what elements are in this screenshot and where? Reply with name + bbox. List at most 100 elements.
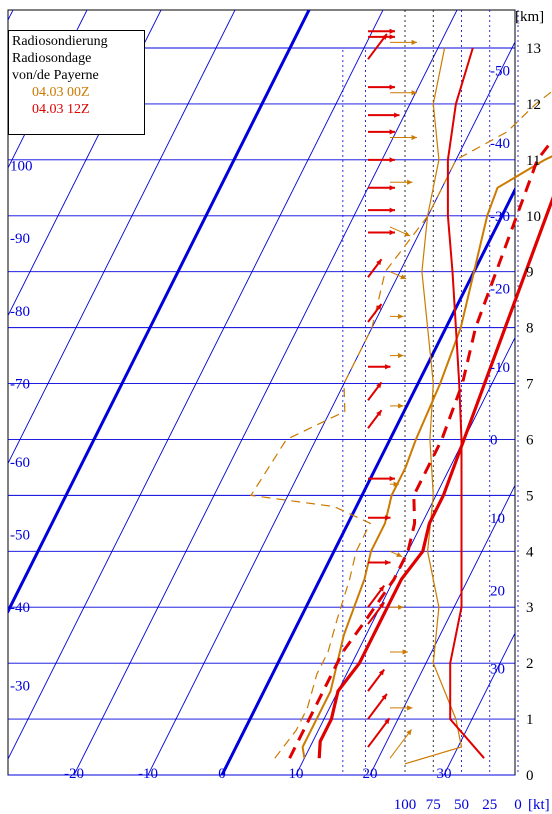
wind-barb-00z-head [398,403,404,409]
wind-barb-12z-head [394,112,400,118]
wind-barb-12z-head [385,559,391,566]
isotherm-label-left: -40 [10,600,30,616]
wind-speed-tick-label: 0 [514,797,522,813]
wind-barb-12z-head [385,515,391,521]
isotherm-line [8,10,236,465]
temperature-line-12z [317,195,552,759]
wind-speed-tick-label: 25 [482,797,497,813]
wind-barb-00z-head [400,274,407,280]
height-tick-label: 6 [526,432,534,448]
wind-barb-12z-head [378,669,385,676]
wind-barb-00z-head [396,552,403,557]
isotherm-label-left: -50 [10,528,30,544]
wind-barb-00z-head [411,134,417,141]
wind-barb-12z-head [378,585,385,592]
wind-barb-12z-head [389,207,395,213]
height-tick-label: 1 [526,712,534,728]
wind-barb-00z-head [398,352,404,359]
legend: Radiosondierung Radiosondage von/de Paye… [8,30,145,135]
legend-title-line-1: Radiosondierung [12,34,108,49]
height-tick-label: 5 [526,488,534,504]
wind-barb-12z [367,717,391,748]
isotherm-line [443,632,515,775]
wind-speed-line-00z [404,47,463,765]
isotherm-label-right: 0 [490,432,498,448]
wind-speed-tick-label: 50 [454,797,469,813]
wind-barb-12z-head [389,84,395,90]
isotherm-label-right: -20 [490,281,510,297]
isotherm-line [73,10,458,775]
height-tick-label: 12 [526,97,541,113]
legend-item-12z: 04.03 12Z [32,102,90,117]
dewpoint-line-12z [288,138,552,759]
temperature-tick-label: 0 [218,766,226,782]
wind-barb-12z-head [389,34,395,40]
temperature-tick-label: 30 [437,766,452,782]
isotherm-label-left: -30 [10,679,30,695]
wind-barb-00z-head [406,729,412,736]
wind-speed-line-12z [446,47,485,759]
dewpoint-line-00z [249,90,552,759]
wind-barb-12z-head [389,28,395,34]
isotherm-line [369,484,515,775]
wind-speed-gridlines [342,10,519,775]
height-tick-label: 8 [526,321,534,337]
isotherm-label-right: 20 [490,583,505,599]
wind-barb-12z-head [389,475,395,482]
isotherm-line [8,10,311,615]
isotherm-line [8,10,384,761]
wind-unit-label: [kt] [528,797,550,813]
isotherm-label-right: 30 [490,662,505,678]
wind-barb-00z-head [407,179,413,185]
height-tick-label: 3 [526,600,534,616]
wind-barb-12z-head [389,157,395,163]
temperature-tick-label: -10 [138,766,158,782]
legend-title-line-3: von/de Payerne [12,68,99,83]
isotherm-line [504,0,552,803]
wind-barb-00z-head [393,481,399,487]
series-layer [249,47,552,765]
wind-barb-12z-head [384,718,390,725]
height-tick-label: 0 [526,768,534,784]
temperature-tick-label: -20 [64,766,84,782]
isotherm-label-left: -70 [10,377,30,393]
isotherm-line [220,186,515,775]
isotherm-label-right: -10 [490,360,510,376]
wind-barb-12z-head [376,304,382,310]
temperature-tick-label: 10 [289,766,304,782]
wind-speed-tick-label: 100 [394,797,417,813]
wind-barb-12z-head [389,129,395,135]
wind-barb-00z-head [402,649,408,655]
height-tick-label: 4 [526,544,534,560]
isotherm-label-left: 100 [10,158,33,174]
legend-title-line-2: Radiosondage [12,51,92,66]
legend-item-00z: 04.03 00Z [32,85,90,100]
wind-barb-12z-head [376,382,382,389]
height-tick-label: 9 [526,265,534,281]
isotherm-label-left: -60 [10,455,30,471]
isotherm-label-right: -40 [490,136,510,152]
height-tick-label: 7 [526,377,534,393]
isotherm-line [147,41,515,775]
wind-barb-00z-head [398,604,404,610]
wind-barb-12z-head [385,364,391,370]
wind-barb-12z-head [389,229,395,236]
temperature-tick-label: 20 [363,766,378,782]
height-tick-label: 2 [526,656,534,672]
wind-speed-tick-label: 75 [426,797,441,813]
isotherm-label-left: -80 [10,304,30,320]
wind-barb-00z [389,729,413,759]
height-tick-label: 11 [526,153,540,169]
wind-barb-00z-head [404,231,411,237]
height-tick-label: 13 [526,41,541,57]
height-unit-label: [km] [515,9,544,25]
height-tick-label: 10 [526,209,541,225]
isotherm-label-right: -30 [490,209,510,225]
wind-barb-12z-head [376,259,382,266]
wind-barb-12z-head [378,602,385,609]
isotherm-label-right: 10 [490,511,505,527]
wind-barb-00z-head [411,90,417,96]
